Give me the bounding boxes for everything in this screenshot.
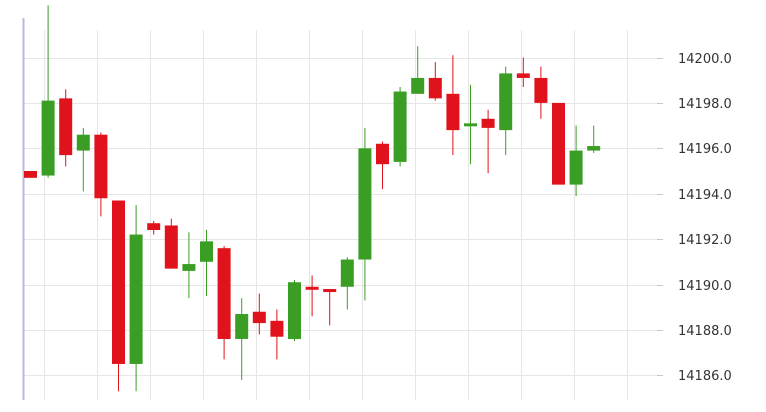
candle-up xyxy=(288,279,301,342)
candle-down xyxy=(534,66,548,119)
candle-body xyxy=(340,259,354,287)
candle-up xyxy=(200,230,213,296)
candle-body xyxy=(569,150,583,185)
candle-body xyxy=(446,93,460,131)
candles xyxy=(24,5,601,392)
y-tick-label: 14194.0 xyxy=(678,188,732,203)
candle-down xyxy=(217,245,231,360)
y-tick-label: 14188.0 xyxy=(678,324,732,339)
candle-down xyxy=(59,89,73,167)
candle-up xyxy=(76,127,90,192)
candle-body xyxy=(323,289,337,293)
candle-down xyxy=(112,200,125,392)
candle-body xyxy=(270,320,284,337)
candle-up xyxy=(393,87,407,167)
axes xyxy=(22,18,663,400)
candle-body xyxy=(94,134,108,199)
y-tick-label: 14190.0 xyxy=(678,279,732,294)
candle-body xyxy=(464,123,477,127)
candle-down xyxy=(270,309,284,360)
candle-body xyxy=(358,148,372,260)
candle-down xyxy=(164,218,178,269)
candle-body xyxy=(411,77,425,94)
candle-up xyxy=(587,125,601,153)
candle-body xyxy=(200,241,213,262)
candle-down xyxy=(446,55,460,156)
candle-body xyxy=(288,282,301,339)
candle-body xyxy=(217,248,231,339)
candle-body xyxy=(147,223,161,231)
candle-up xyxy=(464,84,477,165)
candle-body xyxy=(376,143,389,165)
candle-body xyxy=(499,73,513,131)
candle-up xyxy=(129,205,143,392)
y-axis-labels: 14200.0 14198.0 14196.0 14194.0 14192.0 14190… xyxy=(678,52,732,384)
candle-body xyxy=(129,234,143,364)
candle-up xyxy=(499,66,513,156)
y-tick-label: 14198.0 xyxy=(678,97,732,112)
candle-down xyxy=(428,62,442,101)
candle-down xyxy=(252,293,266,335)
candle-up xyxy=(569,125,583,196)
y-tick-label: 14196.0 xyxy=(678,142,732,157)
candle-down xyxy=(147,220,161,235)
candle-up xyxy=(411,46,425,94)
candle-body xyxy=(24,171,37,178)
candle-down xyxy=(305,275,319,317)
candle-body xyxy=(393,91,407,162)
candle-down xyxy=(516,57,530,88)
candle-up xyxy=(182,232,196,299)
candle-down xyxy=(323,289,337,326)
candle-down xyxy=(552,102,565,185)
candle-body xyxy=(305,286,319,290)
candle-down xyxy=(24,171,37,178)
y-tick-label: 14200.0 xyxy=(678,52,732,67)
y-tick-label: 14186.0 xyxy=(678,369,732,384)
candle-body xyxy=(112,200,125,364)
candle-down xyxy=(481,109,495,174)
candle-up xyxy=(235,298,249,380)
candle-up xyxy=(358,127,372,301)
y-tick-label: 14192.0 xyxy=(678,233,732,248)
candle-down xyxy=(94,132,108,217)
candle-body xyxy=(164,225,178,269)
candle-up xyxy=(340,257,354,310)
candle-body xyxy=(552,102,565,185)
candle-body xyxy=(481,118,495,128)
candle-body xyxy=(182,264,196,271)
candle-body xyxy=(59,98,73,156)
candle-up xyxy=(41,5,55,178)
candle-body xyxy=(428,77,442,99)
grid-lines xyxy=(23,30,657,400)
candle-body xyxy=(516,73,530,78)
candle-body xyxy=(587,146,601,151)
candle-down xyxy=(376,141,389,190)
candle-body xyxy=(235,314,249,339)
candle-body xyxy=(41,100,55,176)
candle-body xyxy=(534,77,548,103)
candle-body xyxy=(252,311,266,324)
candle-body xyxy=(76,134,90,151)
